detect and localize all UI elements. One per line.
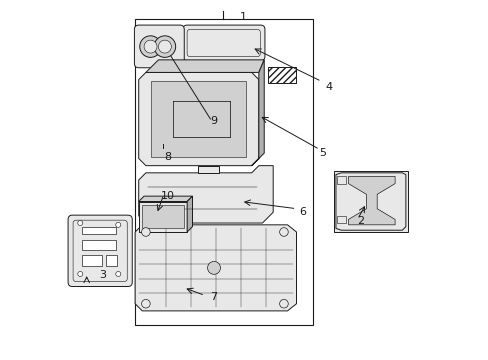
Polygon shape bbox=[151, 81, 246, 157]
FancyBboxPatch shape bbox=[187, 30, 260, 57]
Circle shape bbox=[116, 271, 121, 276]
FancyBboxPatch shape bbox=[183, 25, 264, 60]
Bar bbox=[106, 255, 117, 266]
Circle shape bbox=[207, 261, 220, 274]
Polygon shape bbox=[198, 166, 219, 173]
Circle shape bbox=[116, 222, 121, 227]
Polygon shape bbox=[335, 173, 405, 230]
Text: 1: 1 bbox=[240, 12, 246, 22]
Text: 4: 4 bbox=[325, 82, 332, 92]
Text: 5: 5 bbox=[319, 148, 325, 158]
Bar bbox=[82, 240, 116, 250]
Polygon shape bbox=[187, 196, 192, 232]
Polygon shape bbox=[139, 196, 192, 202]
Text: 2: 2 bbox=[357, 216, 364, 226]
Text: 8: 8 bbox=[163, 152, 171, 162]
Polygon shape bbox=[139, 166, 273, 223]
FancyBboxPatch shape bbox=[134, 25, 184, 68]
Circle shape bbox=[279, 300, 287, 308]
Polygon shape bbox=[135, 225, 296, 311]
Polygon shape bbox=[348, 176, 394, 225]
Bar bbox=[336, 216, 345, 223]
Bar bbox=[135, 19, 312, 325]
Polygon shape bbox=[333, 171, 407, 232]
Polygon shape bbox=[145, 60, 264, 72]
Circle shape bbox=[142, 300, 150, 308]
Bar bbox=[267, 67, 296, 83]
Bar bbox=[142, 205, 183, 228]
FancyBboxPatch shape bbox=[68, 215, 132, 287]
Circle shape bbox=[142, 228, 150, 236]
Text: 3: 3 bbox=[99, 270, 106, 280]
Text: 6: 6 bbox=[299, 207, 306, 217]
Polygon shape bbox=[156, 148, 169, 155]
Circle shape bbox=[140, 36, 161, 57]
Polygon shape bbox=[251, 60, 264, 166]
Bar bbox=[336, 176, 345, 184]
Circle shape bbox=[279, 228, 287, 236]
Circle shape bbox=[158, 40, 171, 53]
Polygon shape bbox=[139, 72, 258, 166]
Circle shape bbox=[78, 271, 82, 276]
Bar bbox=[82, 255, 102, 266]
Text: 10: 10 bbox=[160, 191, 174, 201]
FancyBboxPatch shape bbox=[73, 220, 127, 282]
Circle shape bbox=[144, 40, 157, 53]
Text: 7: 7 bbox=[210, 292, 217, 302]
Bar bbox=[82, 226, 116, 234]
Text: 9: 9 bbox=[210, 116, 217, 126]
Polygon shape bbox=[139, 202, 187, 232]
Circle shape bbox=[78, 221, 82, 226]
Circle shape bbox=[154, 36, 175, 57]
